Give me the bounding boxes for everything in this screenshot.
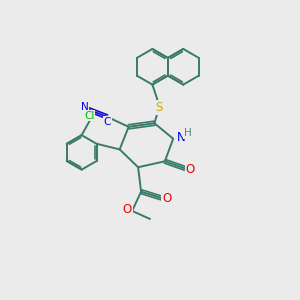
Text: N: N bbox=[81, 102, 88, 112]
Text: H: H bbox=[184, 128, 192, 138]
Text: O: O bbox=[123, 203, 132, 216]
Text: S: S bbox=[155, 101, 163, 114]
Text: N: N bbox=[176, 131, 185, 144]
Text: O: O bbox=[185, 164, 195, 176]
Text: O: O bbox=[162, 192, 171, 205]
Text: Cl: Cl bbox=[84, 110, 94, 121]
Text: C: C bbox=[104, 117, 111, 127]
